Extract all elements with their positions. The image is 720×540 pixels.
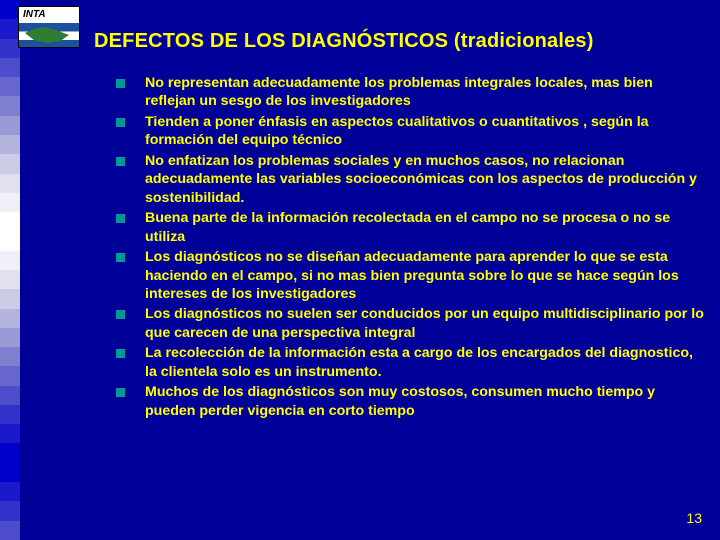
stripe-segment — [0, 154, 20, 173]
stripe-segment — [0, 174, 20, 193]
stripe-segment — [0, 366, 20, 385]
list-item: Muchos de los diagnósticos son muy costo… — [116, 383, 706, 420]
square-bullet-icon — [116, 253, 125, 262]
stripe-segment — [0, 193, 20, 212]
inta-logo: INTA — [18, 6, 80, 48]
stripe-segment — [0, 251, 20, 270]
stripe-segment — [0, 77, 20, 96]
stripe-segment — [0, 289, 20, 308]
stripe-segment — [0, 463, 20, 482]
list-item-text: No representan adecuadamente los problem… — [145, 74, 706, 111]
square-bullet-icon — [116, 79, 125, 88]
list-item-text: No enfatizan los problemas sociales y en… — [145, 152, 706, 207]
stripe-segment — [0, 58, 20, 77]
square-bullet-icon — [116, 388, 125, 397]
stripe-segment — [0, 521, 20, 540]
list-item: Buena parte de la información recolectad… — [116, 209, 706, 246]
logo-flag — [19, 23, 79, 48]
stripe-segment — [0, 135, 20, 154]
stripe-segment — [0, 231, 20, 250]
stripe-segment — [0, 328, 20, 347]
square-bullet-icon — [116, 157, 125, 166]
slide: INTA DEFECTOS DE LOS DIAGNÓSTICOS (tradi… — [0, 0, 720, 540]
stripe-segment — [0, 386, 20, 405]
list-item-text: La recolección de la información esta a … — [145, 344, 706, 381]
list-item-text: Los diagnósticos no suelen ser conducido… — [145, 305, 706, 342]
stripe-segment — [0, 443, 20, 462]
list-item-text: Buena parte de la información recolectad… — [145, 209, 706, 246]
list-item: Los diagnósticos no se diseñan adecuadam… — [116, 248, 706, 303]
stripe-segment — [0, 96, 20, 115]
stripe-segment — [0, 405, 20, 424]
list-item: No enfatizan los problemas sociales y en… — [116, 152, 706, 207]
list-item-text: Tienden a poner énfasis en aspectos cual… — [145, 113, 706, 150]
list-item: No representan adecuadamente los problem… — [116, 74, 706, 111]
square-bullet-icon — [116, 214, 125, 223]
list-item: Los diagnósticos no suelen ser conducido… — [116, 305, 706, 342]
list-item: La recolección de la información esta a … — [116, 344, 706, 381]
list-item-text: Muchos de los diagnósticos son muy costo… — [145, 383, 706, 420]
stripe-segment — [0, 19, 20, 38]
square-bullet-icon — [116, 118, 125, 127]
list-item: Tienden a poner énfasis en aspectos cual… — [116, 113, 706, 150]
square-bullet-icon — [116, 349, 125, 358]
stripe-segment — [0, 212, 20, 231]
stripe-segment — [0, 347, 20, 366]
stripe-segment — [0, 482, 20, 501]
slide-title: DEFECTOS DE LOS DIAGNÓSTICOS (tradiciona… — [94, 30, 594, 53]
stripe-segment — [0, 309, 20, 328]
logo-label: INTA — [19, 7, 79, 23]
left-decorative-stripe — [0, 0, 20, 540]
stripe-segment — [0, 424, 20, 443]
stripe-segment — [0, 270, 20, 289]
list-item-text: Los diagnósticos no se diseñan adecuadam… — [145, 248, 706, 303]
bullet-list: No representan adecuadamente los problem… — [116, 74, 706, 422]
stripe-segment — [0, 501, 20, 520]
logo-map-shape — [25, 25, 69, 45]
stripe-segment — [0, 39, 20, 58]
stripe-segment — [0, 0, 20, 19]
stripe-segment — [0, 116, 20, 135]
page-number: 13 — [686, 510, 702, 526]
square-bullet-icon — [116, 310, 125, 319]
